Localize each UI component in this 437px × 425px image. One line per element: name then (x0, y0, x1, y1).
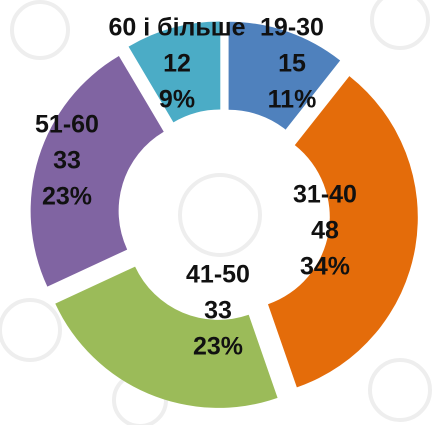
slice-percent-label: 11% (268, 86, 317, 114)
slice-percent-label: 23% (193, 333, 243, 361)
slice-percent-label: 9% (159, 86, 195, 114)
slice-value-label: 12 (163, 50, 191, 78)
slice-value-label: 48 (311, 217, 339, 245)
slice-category-label: 60 і більше (108, 14, 245, 42)
slice-value-label: 33 (204, 297, 232, 325)
chart: 19-30 15 11% 31-40 48 34% 41-50 33 23% 51-60 33 23%… (0, 0, 437, 425)
slice-percent-label: 34% (300, 253, 350, 281)
slice-percent-label: 23% (42, 183, 92, 211)
slice-value-label: 15 (278, 50, 306, 78)
slice-category-label: 19-30 (260, 14, 324, 42)
slice-category-label: 51-60 (35, 111, 99, 139)
donut-slice (31, 56, 164, 287)
slice-value-label: 33 (53, 147, 81, 175)
slice-category-label: 31-40 (293, 181, 357, 209)
slice-category-label: 41-50 (186, 261, 250, 289)
